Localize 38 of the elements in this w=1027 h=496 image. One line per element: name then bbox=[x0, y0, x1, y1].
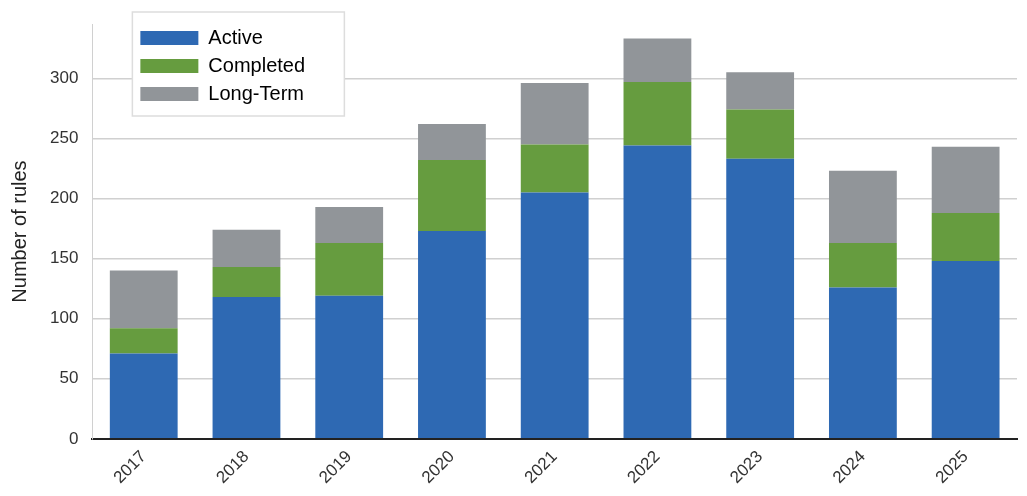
legend-label: Completed bbox=[208, 53, 306, 76]
y-tick-label: 0 bbox=[68, 428, 79, 448]
y-tick-label: 250 bbox=[49, 128, 79, 148]
y-tick-label: 300 bbox=[49, 67, 79, 87]
bar bbox=[109, 270, 178, 329]
bar bbox=[418, 160, 486, 231]
bar bbox=[623, 38, 692, 82]
bar bbox=[212, 297, 281, 439]
bar bbox=[931, 212, 1000, 261]
bar bbox=[726, 158, 795, 439]
bar bbox=[109, 353, 178, 439]
bar bbox=[212, 266, 281, 298]
bar bbox=[520, 144, 589, 193]
bar bbox=[726, 109, 795, 159]
bar bbox=[418, 123, 486, 161]
legend-label: Active bbox=[208, 25, 263, 48]
y-tick-label: 50 bbox=[59, 368, 79, 388]
y-tick-label: 100 bbox=[49, 308, 79, 328]
bar bbox=[109, 328, 178, 354]
bar bbox=[828, 287, 897, 439]
bar bbox=[212, 229, 281, 267]
bar bbox=[623, 81, 692, 146]
bar bbox=[623, 145, 692, 439]
bar bbox=[315, 295, 384, 439]
y-axis-title: Number of rules bbox=[7, 160, 30, 303]
bar bbox=[520, 83, 589, 145]
legend-label: Long-Term bbox=[208, 81, 304, 104]
y-tick-label: 200 bbox=[49, 188, 79, 208]
bar bbox=[315, 206, 384, 243]
bar bbox=[520, 192, 589, 439]
y-tick-label: 150 bbox=[49, 248, 79, 268]
bar bbox=[828, 242, 897, 288]
bar bbox=[418, 230, 486, 439]
bar bbox=[828, 170, 897, 243]
bar bbox=[931, 146, 1000, 213]
bar bbox=[931, 260, 1000, 439]
bar bbox=[726, 72, 795, 110]
bar bbox=[315, 242, 384, 296]
